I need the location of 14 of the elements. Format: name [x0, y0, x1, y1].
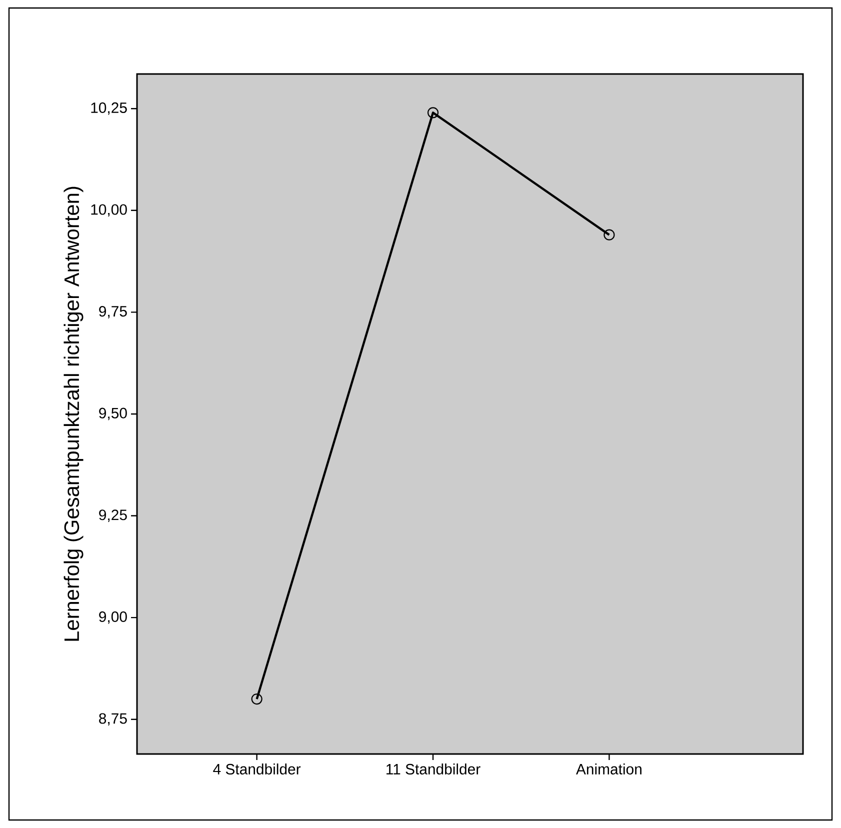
x-tick-label: 11 Standbilder [386, 764, 480, 774]
y-tick-label: 9,25 [99, 510, 127, 522]
y-axis-title: Lernerfolg (Gesamtpunktzahl richtiger Antworten) [64, 186, 84, 641]
y-tick-label: 10,00 [91, 204, 127, 217]
y-tick-label: 8,75 [99, 713, 127, 726]
y-tick-label: 9,75 [99, 306, 127, 318]
x-tick-label: 4 Standbilder [213, 764, 301, 774]
point [604, 229, 615, 240]
x-tick-label: Animation [576, 764, 642, 774]
y-tick-label: 9,50 [99, 408, 127, 420]
y-tick-label: 10,25 [91, 102, 127, 115]
point [427, 107, 439, 118]
y-tick-label: 9,00 [99, 611, 127, 624]
point [251, 693, 262, 705]
